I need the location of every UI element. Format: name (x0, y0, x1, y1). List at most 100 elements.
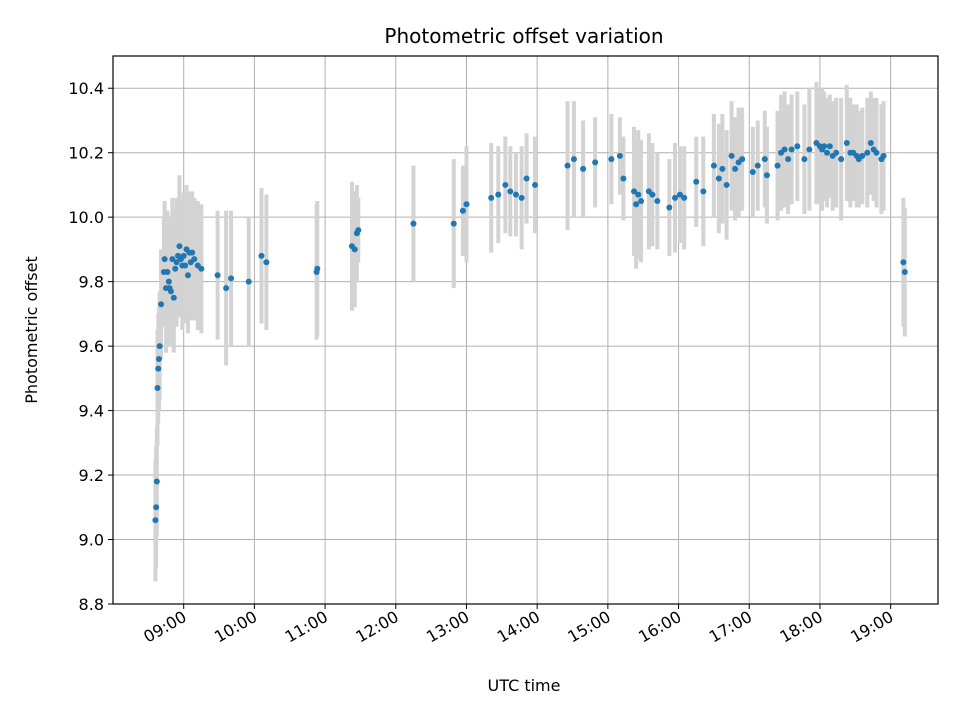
data-point (754, 162, 761, 169)
data-point (788, 146, 795, 153)
data-point (161, 256, 168, 263)
data-point (263, 259, 270, 266)
data-point (901, 268, 908, 275)
y-tick-label: 9.2 (79, 466, 104, 485)
y-tick-label: 10.4 (68, 79, 104, 98)
data-point (153, 504, 160, 511)
y-axis-label: Photometric offset (22, 256, 41, 404)
data-point (635, 191, 642, 198)
data-point (843, 140, 850, 147)
data-point (654, 198, 661, 205)
data-point (592, 159, 599, 166)
data-point (502, 181, 509, 188)
data-point (739, 156, 746, 163)
data-point (880, 152, 887, 159)
data-point (801, 156, 808, 163)
data-point (681, 194, 688, 201)
data-point (173, 259, 180, 266)
data-point (676, 191, 683, 198)
data-point (763, 172, 770, 179)
data-point (355, 227, 362, 234)
data-point (616, 152, 623, 159)
data-point (794, 143, 801, 150)
data-point (672, 194, 679, 201)
data-point (169, 256, 176, 263)
y-tick-label: 8.8 (79, 595, 104, 614)
data-point (180, 252, 187, 259)
data-point (710, 162, 717, 169)
data-point (167, 288, 174, 295)
data-point (170, 294, 177, 301)
data-point (867, 140, 874, 147)
data-point (723, 181, 730, 188)
data-point (176, 243, 183, 250)
data-point (873, 149, 880, 156)
data-point (182, 262, 189, 269)
data-point (245, 278, 252, 285)
data-point (826, 143, 833, 150)
y-axis-ticks: 8.8 9.0 9.2 9.4 9.6 9.8 10.0 10.2 10.4 (68, 79, 113, 614)
data-point (806, 146, 813, 153)
data-point (859, 152, 866, 159)
data-point (785, 156, 792, 163)
data-point (523, 175, 530, 182)
data-point (749, 169, 756, 176)
data-point (700, 188, 707, 195)
data-point (153, 478, 160, 485)
data-point (152, 517, 159, 524)
data-point (564, 162, 571, 169)
data-point (824, 149, 831, 156)
data-point (693, 178, 700, 185)
data-point (728, 152, 735, 159)
data-point (512, 191, 519, 198)
data-point (463, 201, 470, 208)
data-point (821, 143, 828, 150)
data-point (761, 156, 768, 163)
data-point (719, 165, 726, 172)
data-point (900, 259, 907, 266)
data-point (155, 365, 162, 372)
data-point (198, 265, 205, 272)
data-point (580, 165, 587, 172)
data-point (864, 149, 871, 156)
data-point (228, 275, 235, 282)
data-point (351, 246, 358, 253)
data-point (833, 149, 840, 156)
data-point (184, 272, 191, 279)
data-point (631, 188, 638, 195)
x-axis-label: UTC time (488, 676, 561, 695)
data-point (258, 252, 265, 259)
data-point (781, 146, 788, 153)
data-point (666, 204, 673, 211)
data-point (570, 156, 577, 163)
data-point (774, 162, 781, 169)
data-point (189, 249, 196, 256)
plot-frame (112, 55, 939, 605)
y-tick-label: 10.2 (68, 144, 104, 163)
data-point (518, 194, 525, 201)
y-tick-label: 9.0 (79, 531, 104, 550)
data-point (191, 256, 198, 263)
data-point (156, 343, 163, 350)
data-point (649, 191, 656, 198)
data-point (495, 191, 502, 198)
data-point (732, 165, 739, 172)
data-point (620, 175, 627, 182)
data-point (608, 156, 615, 163)
data-point (488, 194, 495, 201)
data-point (154, 385, 161, 392)
data-points (152, 140, 908, 524)
data-point (532, 181, 539, 188)
y-tick-label: 9.8 (79, 273, 104, 292)
data-point (223, 285, 230, 292)
y-tick-label: 9.4 (79, 402, 104, 421)
y-tick-label: 10.0 (68, 208, 104, 227)
data-point (155, 356, 162, 363)
data-point (158, 301, 165, 308)
data-point (214, 272, 221, 279)
y-tick-label: 9.6 (79, 337, 104, 356)
chart-title: Photometric offset variation (384, 24, 663, 48)
data-point (172, 265, 179, 272)
data-point (633, 201, 640, 208)
